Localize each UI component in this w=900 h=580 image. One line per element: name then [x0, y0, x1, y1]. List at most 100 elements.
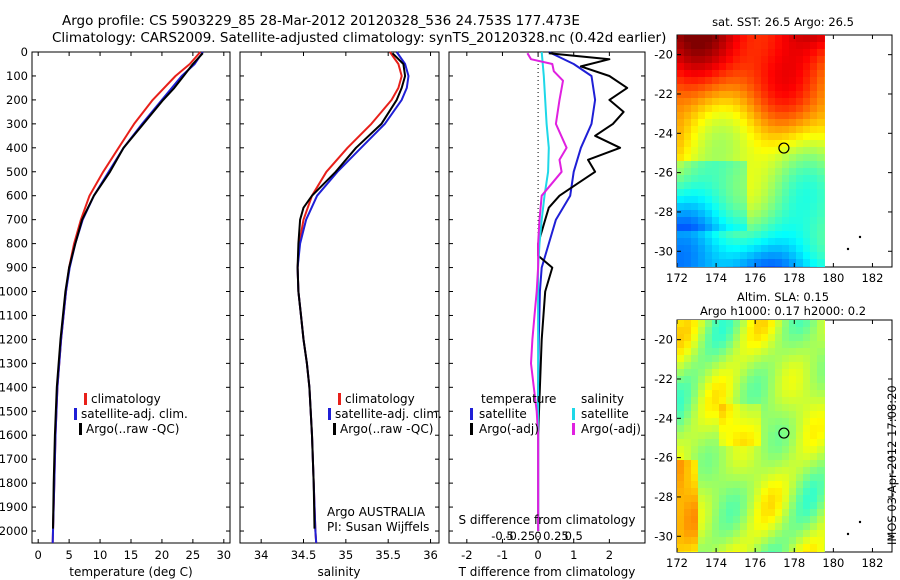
- map-cell: [719, 327, 726, 334]
- map-cell: [754, 551, 761, 552]
- map-cell: [684, 105, 691, 112]
- series-line: [537, 51, 550, 531]
- map-cell: [684, 112, 691, 119]
- map-cell: [796, 411, 803, 418]
- map-cell: [726, 446, 733, 453]
- map-cell: [719, 154, 726, 161]
- map-cell: [726, 544, 733, 551]
- map-cell: [733, 70, 740, 77]
- map-cell: [726, 105, 733, 112]
- map-cell: [810, 411, 817, 418]
- map-cell: [768, 397, 775, 404]
- map-cell: [747, 63, 754, 70]
- map-cell: [726, 56, 733, 63]
- map-cell: [698, 544, 705, 551]
- map-cell: [733, 355, 740, 362]
- map-cell: [754, 425, 761, 432]
- map-cell: [726, 98, 733, 105]
- map-cell: [740, 77, 747, 84]
- map-y-tick-label: -26: [654, 451, 673, 465]
- map-cell: [705, 404, 712, 411]
- map-cell: [803, 210, 810, 217]
- map-cell: [705, 411, 712, 418]
- map-cell: [810, 530, 817, 537]
- map-cell: [719, 252, 726, 259]
- map-cell: [761, 327, 768, 334]
- map-cell: [817, 411, 824, 418]
- map-cell: [705, 189, 712, 196]
- map-cell: [705, 516, 712, 523]
- map-cell: [782, 147, 789, 154]
- map-cell: [803, 460, 810, 467]
- map-cell: [754, 334, 761, 341]
- map-cell: [824, 245, 825, 252]
- map-cell: [691, 460, 698, 467]
- map-cell: [740, 320, 747, 327]
- map-cell: [712, 63, 719, 70]
- map-cell: [768, 175, 775, 182]
- map-cell: [719, 238, 726, 245]
- map-cell: [740, 175, 747, 182]
- map-cell: [810, 231, 817, 238]
- map-cell: [712, 467, 719, 474]
- map-cell: [719, 147, 726, 154]
- map-cell: [810, 320, 817, 327]
- map-cell: [768, 425, 775, 432]
- map-cell: [677, 516, 684, 523]
- map-cell: [768, 495, 775, 502]
- map-cell: [754, 105, 761, 112]
- map-cell: [824, 161, 825, 168]
- map-cell: [796, 376, 803, 383]
- map-cell: [684, 341, 691, 348]
- float-position-marker: [778, 142, 790, 154]
- map-cell: [824, 112, 825, 119]
- map-cell: [733, 432, 740, 439]
- map-cell: [789, 175, 796, 182]
- map-cell: [691, 196, 698, 203]
- map-cell: [824, 376, 825, 383]
- map-cell: [677, 91, 684, 98]
- map-cell: [754, 119, 761, 126]
- map-cell: [712, 77, 719, 84]
- map-cell: [796, 369, 803, 376]
- map-cell: [754, 168, 761, 175]
- map-x-tick-label: 180: [822, 556, 844, 570]
- map-cell: [789, 203, 796, 210]
- x-tick-label: 36: [423, 548, 438, 562]
- map-cell: [719, 397, 726, 404]
- map-cell: [733, 397, 740, 404]
- map-cell: [719, 210, 726, 217]
- map-cell: [775, 119, 782, 126]
- map-cell: [719, 376, 726, 383]
- map-cell: [684, 376, 691, 383]
- map-cell: [796, 245, 803, 252]
- map-cell: [712, 70, 719, 77]
- map-cell: [803, 467, 810, 474]
- map-cell: [740, 432, 747, 439]
- map-cell: [712, 460, 719, 467]
- map-cell: [789, 168, 796, 175]
- map-cell: [768, 231, 775, 238]
- depth-tick-label: 1100: [0, 308, 28, 322]
- map-y-tick-label: -26: [654, 166, 673, 180]
- map-cell: [747, 147, 754, 154]
- map-cell: [733, 446, 740, 453]
- map-cell: [824, 467, 825, 474]
- map-cell: [789, 425, 796, 432]
- map-cell: [775, 348, 782, 355]
- map-cell: [684, 84, 691, 91]
- map-cell: [824, 196, 825, 203]
- map-cell: [684, 154, 691, 161]
- map-cell: [726, 362, 733, 369]
- map-cell: [733, 460, 740, 467]
- map-cell: [733, 425, 740, 432]
- map-cell: [824, 530, 825, 537]
- map-cell: [698, 259, 705, 266]
- map-cell: [684, 168, 691, 175]
- map-cell: [712, 42, 719, 49]
- map-cell: [810, 327, 817, 334]
- map-cell: [768, 383, 775, 390]
- map-cell: [698, 203, 705, 210]
- map-cell: [698, 147, 705, 154]
- map-cell: [761, 544, 768, 551]
